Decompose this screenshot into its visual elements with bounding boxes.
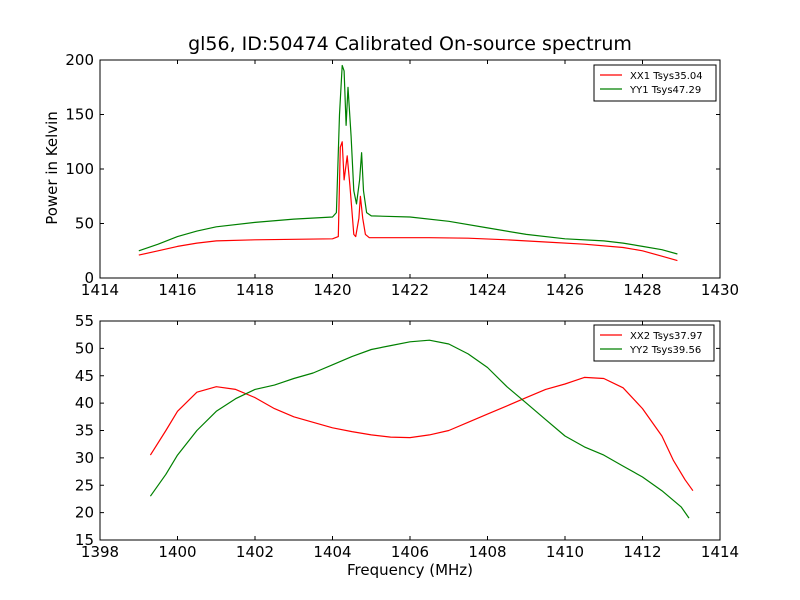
- y-tick-label: 150: [65, 106, 94, 124]
- x-axis-label: Frequency (MHz): [346, 561, 474, 579]
- legend-1: XX1 Tsys35.04 YY1 Tsys47.29: [593, 64, 717, 102]
- series-line-2-1: [149, 376, 694, 492]
- legend-label: YY2 Tsys39.56: [629, 345, 701, 356]
- series-line-1-1: [138, 141, 678, 262]
- y-tick-label: 25: [75, 476, 94, 494]
- y-tick-label: 40: [75, 394, 94, 412]
- x-tick-label: 1406: [391, 543, 429, 561]
- y-tick-label: 20: [75, 504, 94, 522]
- x-tick-label: 1416: [158, 281, 196, 299]
- x-tick-label: 1430: [701, 281, 739, 299]
- series-line-1-2: [138, 64, 678, 255]
- x-tick-label: 1428: [623, 281, 661, 299]
- x-tick-label: 1408: [468, 543, 506, 561]
- x-tick-label: 1410: [546, 543, 584, 561]
- chart-title: gl56, ID:50474 Calibrated On-source spec…: [188, 33, 632, 55]
- x-tick-label: 1418: [236, 281, 274, 299]
- x-tick-label: 1402: [236, 543, 274, 561]
- x-tick-label: 1426: [546, 281, 584, 299]
- y-tick-label: 50: [75, 339, 94, 357]
- chart-panel-1: 1414 1416 1418 1420 1422 1424 1426 1428 1430 0 50 1…: [65, 51, 739, 299]
- y-tick-label: 15: [75, 531, 94, 549]
- y-tick-label: 35: [75, 422, 94, 440]
- legend-label: XX1 Tsys35.04: [630, 71, 703, 82]
- y-tick-label: 0: [84, 269, 94, 287]
- x-tick-label: 1404: [313, 543, 351, 561]
- y-tick-label: 45: [75, 367, 94, 385]
- x-tick-label: 1420: [313, 281, 351, 299]
- x-tick-label: 1424: [468, 281, 506, 299]
- y-tick-label: 100: [65, 160, 94, 178]
- y-tick-label: 55: [75, 312, 94, 330]
- legend-2: XX2 Tsys37.97 YY2 Tsys39.56: [593, 324, 715, 362]
- y-tick-label: 50: [75, 215, 94, 233]
- series-line-2-2: [149, 339, 690, 519]
- x-tick-label: 1398: [81, 543, 119, 561]
- x-tick-label: 1422: [391, 281, 429, 299]
- legend-box: [593, 64, 717, 102]
- legend-box: [593, 324, 715, 362]
- legend-label: XX2 Tsys37.97: [630, 331, 703, 342]
- y-axis-label: Power in Kelvin: [43, 111, 61, 225]
- x-tick-label: 1414: [81, 281, 119, 299]
- x-tick-label: 1400: [158, 543, 196, 561]
- y-tick-label: 200: [65, 51, 94, 69]
- chart-panel-2: 1398 1400 1402 1404 1406 1408 1410 1412 1414 15 20…: [75, 312, 739, 561]
- y-tick-label: 30: [75, 449, 94, 467]
- x-tick-label: 1414: [701, 543, 739, 561]
- legend-label: YY1 Tsys47.29: [629, 85, 701, 96]
- x-tick-label: 1412: [623, 543, 661, 561]
